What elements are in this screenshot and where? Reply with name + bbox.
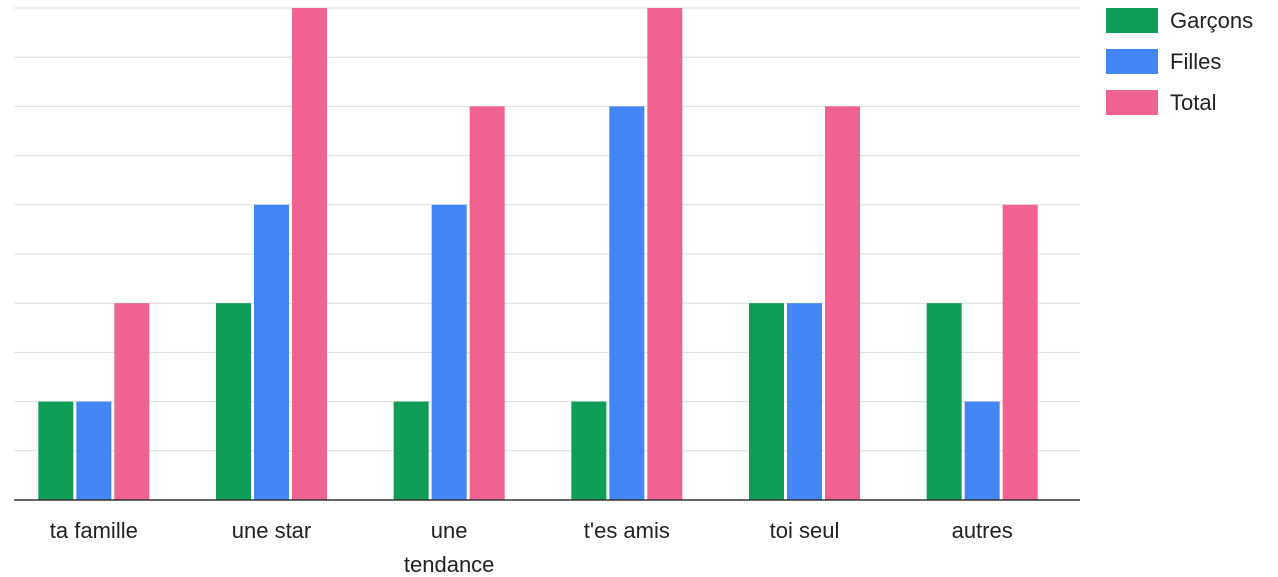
legend-label-2: Total — [1170, 90, 1216, 115]
bar-gar-ons-2 — [393, 401, 429, 500]
x-tick-label: ta famille — [50, 518, 138, 543]
bar-gar-ons-4 — [749, 303, 784, 500]
bar-filles-0 — [76, 401, 112, 500]
x-axis-tick-labels: ta famille une star une tendance t'es amis to… — [50, 518, 1013, 577]
bar-total-1 — [292, 8, 327, 500]
bar-total-4 — [825, 106, 860, 501]
legend-swatch-1 — [1106, 49, 1158, 74]
bar-filles-2 — [431, 204, 467, 501]
bar-gar-ons-5 — [926, 303, 962, 500]
bar-gar-ons-0 — [38, 401, 74, 500]
legend-label-1: Filles — [1170, 49, 1221, 74]
bar-total-0 — [114, 303, 150, 500]
x-tick-label: t'es amis — [584, 518, 670, 543]
legend-swatch-0 — [1106, 8, 1158, 33]
bar-filles-1 — [254, 204, 289, 501]
bars — [38, 8, 1038, 501]
bar-gar-ons-3 — [571, 401, 607, 500]
x-tick-label: toi seul — [770, 518, 840, 543]
legend-label-0: Garçons — [1170, 8, 1253, 33]
bar-total-3 — [647, 8, 683, 500]
x-tick-label: autres — [952, 518, 1013, 543]
bar-total-2 — [469, 106, 505, 501]
bar-filles-3 — [609, 106, 645, 501]
bar-filles-4 — [787, 303, 822, 500]
legend: Garçons Filles Total — [1106, 8, 1253, 115]
x-tick-label: une star — [232, 518, 312, 543]
bar-gar-ons-1 — [216, 303, 251, 500]
bar-total-5 — [1002, 204, 1038, 501]
gridlines — [14, 7, 1080, 452]
legend-swatch-2 — [1106, 90, 1158, 115]
x-tick-label: une tendance — [404, 518, 495, 577]
bar-filles-5 — [964, 401, 1000, 500]
